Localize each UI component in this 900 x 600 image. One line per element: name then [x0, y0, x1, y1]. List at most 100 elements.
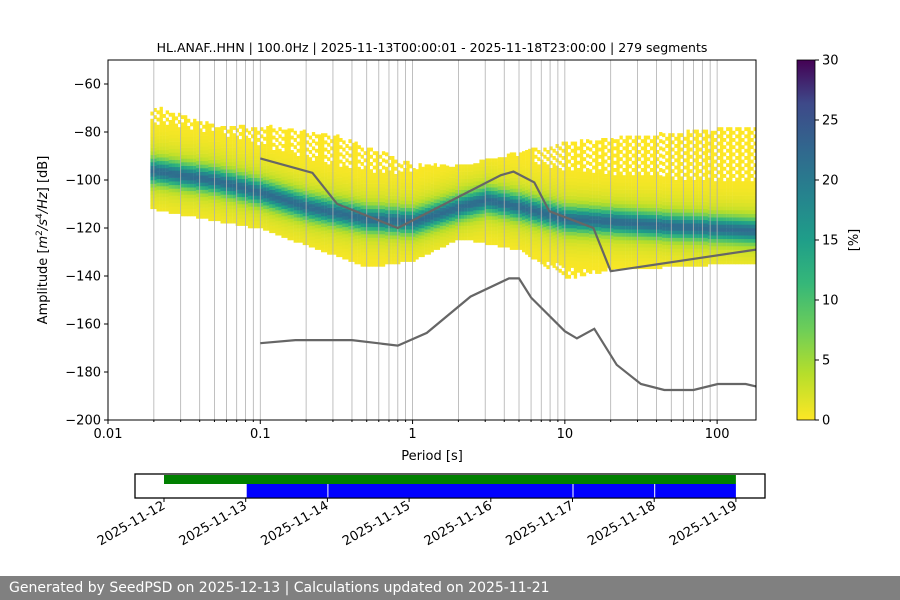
heatmap-cell — [442, 204, 447, 208]
heatmap-cell — [287, 168, 291, 172]
heatmap-cell — [363, 248, 367, 253]
heatmap-cell — [406, 258, 410, 262]
heatmap-cell — [415, 234, 419, 238]
heatmap-cell — [616, 160, 620, 165]
heatmap-cell — [308, 178, 313, 183]
heatmap-cell — [311, 132, 316, 136]
heatmap-cell — [619, 207, 623, 212]
heatmap-cell — [244, 200, 249, 205]
heatmap-cell — [159, 142, 163, 147]
heatmap-cell — [378, 208, 383, 213]
heatmap-cell — [290, 218, 294, 223]
heatmap-cell — [327, 175, 331, 180]
heatmap-cell — [153, 162, 157, 166]
heatmap-cell — [366, 183, 370, 188]
heatmap-cell — [244, 168, 249, 172]
heatmap-cell — [336, 159, 340, 164]
heatmap-cell — [220, 140, 224, 145]
heatmap-cell — [467, 193, 471, 198]
heatmap-cell — [418, 249, 422, 254]
heatmap-cell — [171, 166, 176, 171]
heatmap-cell — [506, 196, 511, 201]
heatmap-cell — [564, 166, 568, 171]
heatmap-cell — [272, 200, 276, 205]
heatmap-cell — [555, 259, 559, 264]
heatmap-cell — [528, 228, 532, 232]
heatmap-cell — [302, 234, 306, 238]
heatmap-cell — [162, 114, 166, 118]
heatmap-cell — [543, 255, 547, 260]
heatmap-cell — [558, 146, 562, 151]
heatmap-cell — [576, 258, 581, 262]
heatmap-cell — [318, 170, 322, 175]
heatmap-cell — [366, 187, 370, 192]
heatmap-cell — [549, 222, 553, 226]
heatmap-cell — [409, 186, 413, 190]
heatmap-cell — [552, 206, 556, 211]
heatmap-cell — [302, 216, 306, 220]
heatmap-cell — [244, 193, 249, 198]
heatmap-cell — [205, 196, 209, 201]
heatmap-cell — [241, 128, 246, 133]
heatmap-cell — [327, 150, 331, 154]
heatmap-cell — [616, 225, 620, 230]
heatmap-cell — [470, 225, 474, 230]
heatmap-cell — [445, 190, 450, 195]
heatmap-cell — [394, 210, 398, 214]
heatmap-cell — [263, 226, 267, 231]
heatmap-cell — [232, 216, 236, 220]
heatmap-cell — [464, 171, 468, 176]
heatmap-cell — [458, 211, 462, 216]
heatmap-cell — [174, 166, 179, 171]
heatmap-cell — [503, 236, 507, 241]
heatmap-cell — [628, 236, 632, 241]
heatmap-cell — [509, 246, 514, 250]
heatmap-cell — [318, 148, 322, 153]
heatmap-cell — [582, 232, 587, 237]
heatmap-cell — [168, 184, 172, 189]
heatmap-cell — [372, 176, 377, 181]
heatmap-cell — [616, 265, 620, 270]
heatmap-cell — [372, 205, 377, 210]
heatmap-cell — [598, 270, 602, 274]
heatmap-cell — [232, 183, 236, 188]
heatmap-cell — [616, 218, 620, 223]
heatmap-cell — [217, 210, 221, 214]
heatmap-cell — [397, 217, 401, 222]
heatmap-cell — [290, 135, 294, 140]
heatmap-cell — [509, 238, 514, 243]
heatmap-cell — [656, 254, 660, 259]
heatmap-cell — [640, 204, 645, 208]
heatmap-cell — [202, 211, 206, 216]
heatmap-cell — [296, 199, 300, 204]
heatmap-cell — [180, 144, 185, 148]
heatmap-cell — [534, 216, 538, 220]
heatmap-cell — [433, 220, 437, 225]
heatmap-cell — [519, 246, 523, 250]
heatmap-cell — [205, 211, 209, 216]
heatmap-cell — [555, 194, 559, 199]
heatmap-cell — [260, 134, 264, 139]
heatmap-cell — [455, 204, 459, 208]
heatmap-cell — [631, 200, 635, 205]
heatmap-cell — [184, 194, 188, 199]
heatmap-cell — [436, 195, 440, 200]
heatmap-cell — [640, 160, 645, 165]
heatmap-cell — [558, 189, 562, 194]
heatmap-cell — [275, 163, 279, 168]
heatmap-cell — [659, 265, 663, 270]
heatmap-cell — [452, 192, 456, 196]
heatmap-cell — [229, 187, 233, 192]
heatmap-cell — [564, 199, 568, 204]
heatmap-cell — [579, 243, 584, 248]
heatmap-cell — [299, 159, 303, 164]
heatmap-cell — [293, 152, 297, 157]
heatmap-cell — [665, 255, 669, 260]
heatmap-cell — [656, 240, 660, 244]
heatmap-cell — [619, 142, 623, 147]
heatmap-cell — [464, 186, 468, 190]
heatmap-cell — [226, 201, 230, 206]
heatmap-cell — [439, 236, 444, 241]
heatmap-cell — [613, 211, 617, 216]
heatmap-cell — [646, 236, 651, 241]
